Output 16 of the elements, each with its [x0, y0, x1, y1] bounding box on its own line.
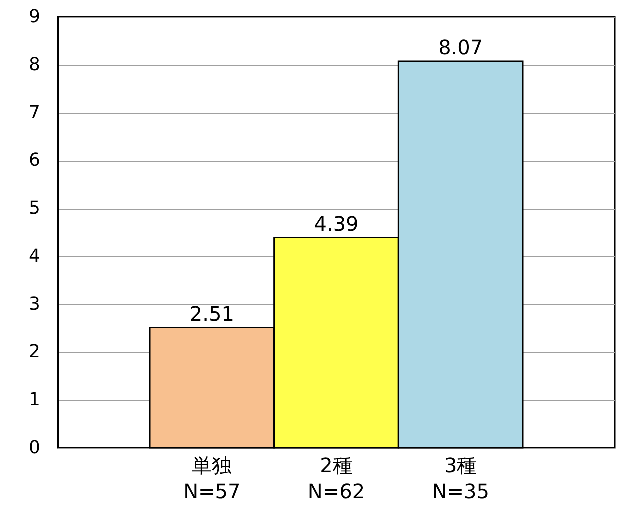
y-tick-label: 2	[29, 342, 40, 363]
data-label: 4.39	[314, 212, 359, 236]
y-tick-label: 6	[29, 150, 40, 172]
y-tick-label: 1	[29, 390, 40, 411]
data-label: 8.07	[438, 36, 484, 60]
data-label: 2.51	[190, 302, 234, 326]
y-tick-label: 5	[29, 198, 40, 220]
y-tick-label: 3	[29, 294, 40, 315]
y-tick-label: 7	[29, 102, 40, 124]
y-tick-label: 0	[29, 438, 40, 458]
x-tick-label: 3種 N=35	[432, 454, 490, 504]
x-tick-label: 単独 N=57	[184, 454, 241, 504]
y-tick-label: 4	[29, 246, 40, 267]
x-tick-label: 2種 N=62	[308, 454, 366, 504]
y-tick-label: 8	[29, 54, 40, 76]
y-tick-label: 9	[29, 6, 40, 28]
